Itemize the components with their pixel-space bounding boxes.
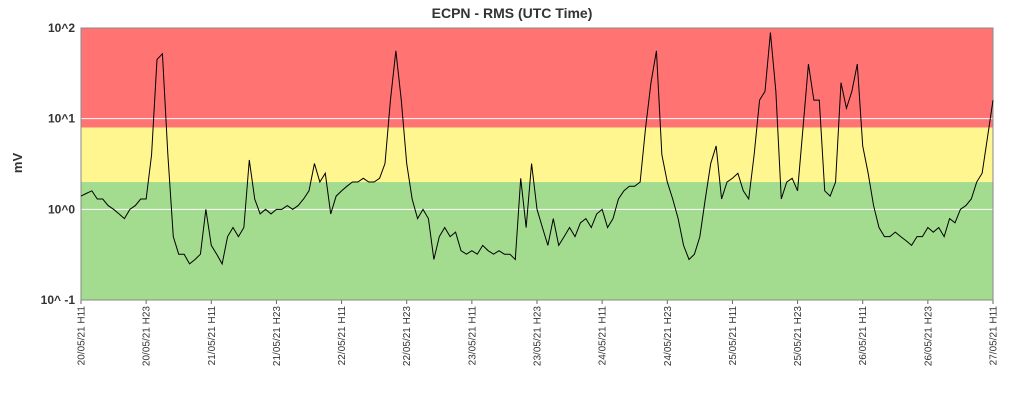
plot-border bbox=[80, 27, 994, 301]
x-tick-label: 25/05/21 H11 bbox=[728, 306, 739, 366]
x-tick-label: 26/05/21 H11 bbox=[858, 306, 869, 366]
y-tick-label: 10^0 bbox=[48, 202, 75, 216]
x-tick-label: 20/05/21 H11 bbox=[77, 306, 88, 366]
x-tick-label: 27/05/21 H11 bbox=[989, 306, 1000, 366]
threshold-band bbox=[81, 127, 993, 183]
threshold-band bbox=[81, 182, 993, 300]
x-tick-label: 20/05/21 H23 bbox=[142, 306, 153, 366]
x-tick-label: 21/05/21 H23 bbox=[272, 306, 283, 366]
x-tick-label: 22/05/21 H23 bbox=[402, 306, 413, 366]
x-tick-label: 23/05/21 H11 bbox=[467, 306, 478, 366]
x-tick-label: 24/05/21 H11 bbox=[598, 306, 609, 366]
x-tick-label: 21/05/21 H11 bbox=[207, 306, 218, 366]
x-tick-label: 24/05/21 H23 bbox=[663, 306, 674, 366]
y-tick-label: 10^1 bbox=[48, 112, 75, 126]
chart-title: ECPN - RMS (UTC Time) bbox=[432, 5, 593, 21]
x-tick-label: 25/05/21 H23 bbox=[793, 306, 804, 366]
x-tick-label: 26/05/21 H23 bbox=[923, 306, 934, 366]
y-axis-label: mV bbox=[10, 153, 25, 174]
data-line bbox=[80, 32, 994, 266]
y-tick-label: 10^ -1 bbox=[41, 293, 76, 307]
threshold-band bbox=[81, 28, 993, 128]
y-tick-label: 10^2 bbox=[48, 21, 75, 35]
x-tick-label: 22/05/21 H11 bbox=[337, 306, 348, 366]
x-tick-label: 23/05/21 H23 bbox=[533, 306, 544, 366]
